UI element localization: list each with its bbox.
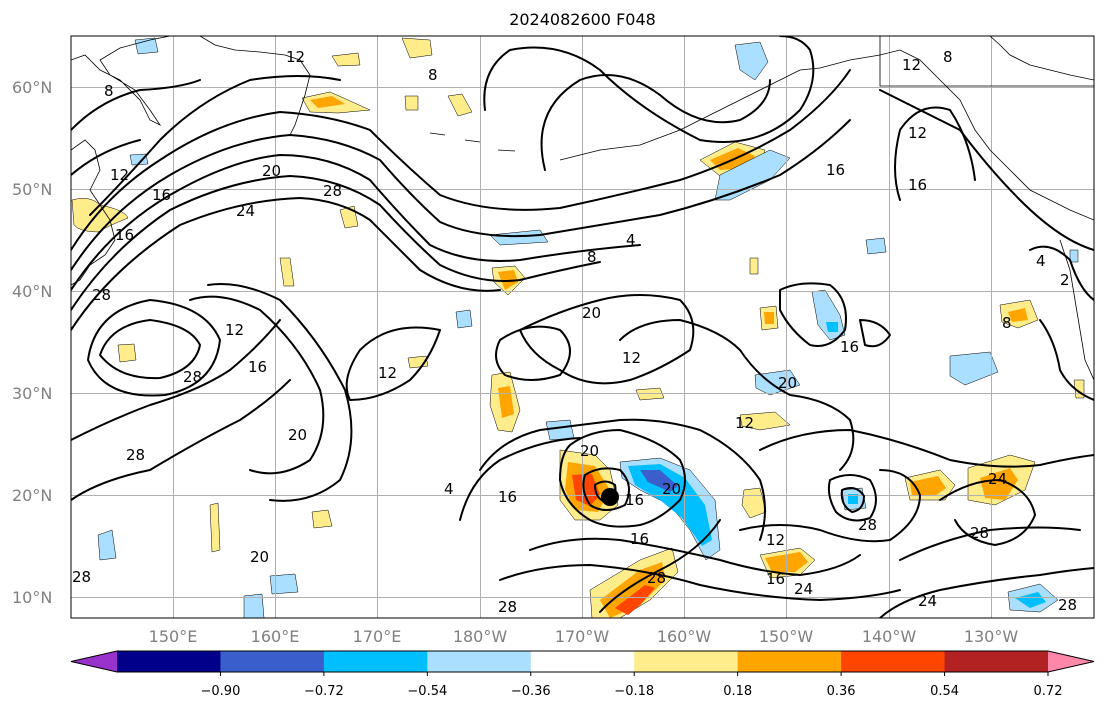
contour-label: 16 xyxy=(630,530,649,548)
colorbar-swatch xyxy=(323,651,428,672)
contour-label: 28 xyxy=(647,569,666,587)
contour-label: 20 xyxy=(662,480,681,498)
colorbar-extension-low xyxy=(71,651,117,672)
contour-label: 20 xyxy=(778,374,797,392)
colorbar-label: −0.18 xyxy=(614,684,654,699)
contour-label: 24 xyxy=(918,592,937,610)
colorbar-label: 0.54 xyxy=(930,684,959,699)
contour-labels: 12 8 12 16 20 28 24 16 8 28 12 16 28 20 … xyxy=(72,48,1077,616)
colorbar-label: 0.36 xyxy=(827,684,856,699)
lat-label: 20°N xyxy=(12,486,52,505)
contour-label: 24 xyxy=(988,470,1007,488)
colorbar-swatch xyxy=(220,651,325,672)
colorbar-outline xyxy=(70,650,1095,673)
contour-label: 24 xyxy=(236,202,255,220)
contour-label: 12 xyxy=(908,124,927,142)
contour-label: 2 xyxy=(1060,271,1070,289)
lat-label: 50°N xyxy=(12,180,52,199)
contour-label: 20 xyxy=(288,426,307,444)
colorbar-swatch xyxy=(634,651,739,672)
colorbar-label: −0.72 xyxy=(304,684,344,699)
contour-label: 8 xyxy=(587,248,597,266)
contour-label: 16 xyxy=(766,570,785,588)
contour-label: 16 xyxy=(248,358,267,376)
lon-label: 160°E xyxy=(251,627,300,646)
lon-label: 150°W xyxy=(759,627,814,646)
contour-label: 24 xyxy=(794,580,813,598)
lon-label: 170°E xyxy=(353,627,402,646)
contour-label: 16 xyxy=(152,186,171,204)
colorbar-swatch xyxy=(427,651,532,672)
contour-label: 16 xyxy=(625,491,644,509)
contour-label: 12 xyxy=(378,364,397,382)
contour-label: 12 xyxy=(902,56,921,74)
contour-label: 20 xyxy=(262,162,281,180)
lon-label: 150°E xyxy=(149,627,198,646)
lon-label: 160°W xyxy=(657,627,712,646)
lat-label: 60°N xyxy=(12,78,52,97)
lon-label: 170°W xyxy=(555,627,610,646)
lat-label: 30°N xyxy=(12,384,52,403)
colorbar-label: 0.72 xyxy=(1034,684,1063,699)
contour-label: 20 xyxy=(582,304,601,322)
contour-label: 16 xyxy=(840,338,859,356)
map-plot-area: 12 8 12 16 20 28 24 16 8 28 12 16 28 20 … xyxy=(71,36,1094,618)
contour-label: 8 xyxy=(428,66,438,84)
contour-label: 8 xyxy=(104,82,114,100)
contour-label: 20 xyxy=(250,548,269,566)
contour-label: 28 xyxy=(72,568,91,586)
contour-label: 12 xyxy=(225,321,244,339)
colorbar-swatch xyxy=(737,651,842,672)
map-title: 2024082600 F048 xyxy=(509,10,656,29)
colorbar-label: −0.90 xyxy=(201,684,241,699)
contour-label: 4 xyxy=(444,480,454,498)
colorbar-label: 0.18 xyxy=(723,684,752,699)
contour-label: 28 xyxy=(92,286,111,304)
contour-lines xyxy=(71,36,1094,618)
colorbar-swatch xyxy=(530,651,635,672)
contour-label: 28 xyxy=(126,446,145,464)
colorbar-swatch xyxy=(841,651,946,672)
latitude-labels: 60°N 50°N 40°N 30°N 20°N 10°N xyxy=(12,78,52,607)
contour-label: 4 xyxy=(626,231,636,249)
contour-label: 20 xyxy=(580,442,599,460)
longitude-labels: 150°E 160°E 170°E 180°W 170°W 160°W 150°… xyxy=(149,627,1019,646)
plot-frame xyxy=(70,35,1095,619)
contour-label: 12 xyxy=(110,166,129,184)
contour-label: 16 xyxy=(115,226,134,244)
contour-label: 12 xyxy=(622,349,641,367)
colorbar-label: −0.36 xyxy=(511,684,551,699)
colorbar-swatch xyxy=(944,651,1049,672)
colorbar-label: −0.54 xyxy=(407,684,447,699)
contour-label: 28 xyxy=(1058,596,1077,614)
contour-label: 4 xyxy=(1036,252,1046,270)
lat-label: 10°N xyxy=(12,588,52,607)
colorbar: −0.90 −0.72 −0.54 −0.36 −0.18 0.18 0.36 0.54 0.7… xyxy=(70,650,1095,699)
contour-label: 12 xyxy=(286,48,305,66)
contour-label: 28 xyxy=(323,182,342,200)
contour-label: 12 xyxy=(766,531,785,549)
contour-label: 28 xyxy=(498,598,517,616)
coastlines xyxy=(71,36,1094,381)
storm-center-marker xyxy=(601,488,619,506)
lon-label: 140°W xyxy=(862,627,917,646)
contour-label: 8 xyxy=(1002,314,1012,332)
contour-label: 28 xyxy=(970,524,989,542)
contour-label: 28 xyxy=(183,368,202,386)
contour-label: 8 xyxy=(943,48,953,66)
lon-label: 130°W xyxy=(964,627,1019,646)
colorbar-extension-high xyxy=(1048,651,1094,672)
contour-label: 28 xyxy=(858,516,877,534)
colorbar-swatch xyxy=(117,651,221,672)
contour-label: 12 xyxy=(735,414,754,432)
contour-label: 16 xyxy=(826,161,845,179)
lat-label: 40°N xyxy=(12,282,52,301)
lon-label: 180°W xyxy=(453,627,508,646)
contour-label: 16 xyxy=(498,488,517,506)
contour-label: 16 xyxy=(908,176,927,194)
